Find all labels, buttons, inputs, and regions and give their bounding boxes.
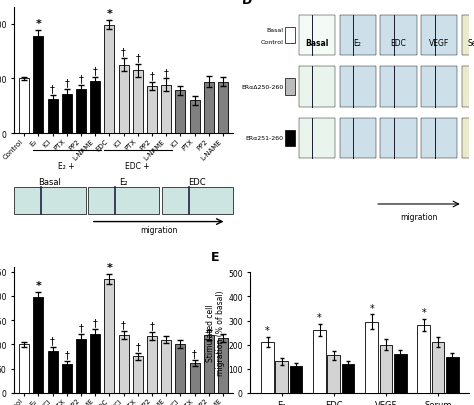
Bar: [418, 326, 430, 393]
Text: ERα251-260: ERα251-260: [246, 136, 283, 141]
Text: †: †: [64, 79, 69, 88]
Bar: [285, 130, 295, 146]
Bar: [190, 363, 200, 393]
Text: †: †: [64, 350, 69, 360]
Bar: [328, 356, 340, 393]
Text: Control: Control: [260, 40, 283, 45]
Text: *: *: [317, 312, 322, 322]
Bar: [104, 26, 114, 134]
Text: †: †: [50, 335, 55, 345]
Bar: [147, 336, 157, 393]
Bar: [285, 28, 295, 44]
Bar: [90, 334, 100, 393]
Text: †: †: [79, 74, 83, 84]
Bar: [33, 298, 43, 393]
Bar: [104, 279, 114, 393]
Text: †: †: [93, 318, 98, 328]
Bar: [175, 91, 185, 134]
Text: Basal: Basal: [305, 39, 328, 48]
Bar: [33, 36, 43, 134]
Bar: [76, 90, 86, 134]
Bar: [47, 351, 57, 393]
Bar: [380, 345, 392, 393]
Bar: [432, 342, 445, 393]
Bar: [394, 354, 407, 393]
Bar: [204, 83, 214, 134]
Bar: [62, 364, 72, 393]
Bar: [19, 345, 29, 393]
Bar: [175, 345, 185, 393]
Text: E: E: [211, 251, 219, 264]
Bar: [285, 79, 295, 95]
Text: EDC: EDC: [189, 177, 206, 186]
Text: ERαΔ250-260: ERαΔ250-260: [241, 85, 283, 90]
Text: †: †: [150, 71, 155, 81]
Text: †: †: [136, 53, 140, 63]
Text: *: *: [369, 303, 374, 313]
Text: †: †: [121, 47, 126, 57]
Text: †: †: [121, 320, 126, 330]
FancyBboxPatch shape: [162, 188, 233, 215]
Bar: [218, 338, 228, 393]
Text: Basal: Basal: [266, 28, 283, 33]
Bar: [261, 342, 274, 393]
Text: D: D: [242, 0, 252, 7]
Text: *: *: [265, 326, 270, 336]
Text: †: †: [93, 66, 98, 76]
Text: E₂ +: E₂ +: [58, 162, 75, 171]
Bar: [313, 330, 326, 393]
Bar: [218, 83, 228, 134]
FancyBboxPatch shape: [14, 188, 86, 215]
Text: †: †: [164, 68, 169, 77]
Bar: [147, 87, 157, 134]
Text: Basal: Basal: [38, 177, 62, 186]
Text: *: *: [107, 9, 112, 19]
Bar: [47, 100, 57, 134]
FancyBboxPatch shape: [88, 188, 159, 215]
Bar: [118, 66, 128, 134]
Text: migration: migration: [400, 213, 438, 222]
Text: †: †: [136, 341, 140, 351]
Bar: [133, 356, 143, 393]
Bar: [76, 339, 86, 393]
Text: *: *: [107, 262, 112, 273]
Bar: [290, 367, 302, 393]
Text: †: †: [150, 320, 155, 330]
Bar: [161, 86, 171, 134]
Bar: [446, 357, 459, 393]
Bar: [204, 335, 214, 393]
Bar: [62, 94, 72, 134]
Text: *: *: [36, 280, 41, 290]
Bar: [275, 362, 288, 393]
Text: migration: migration: [140, 226, 177, 235]
Text: E₂: E₂: [354, 39, 362, 48]
Y-axis label: Stimulated cell
migration (% of basal): Stimulated cell migration (% of basal): [206, 290, 226, 375]
Bar: [133, 71, 143, 134]
Text: VEGF: VEGF: [429, 39, 449, 48]
Bar: [342, 364, 355, 393]
Text: *: *: [36, 19, 41, 29]
Bar: [190, 101, 200, 134]
Text: †: †: [79, 322, 83, 333]
Bar: [118, 335, 128, 393]
Text: *: *: [421, 308, 426, 318]
Bar: [90, 82, 100, 134]
Text: Serum: Serum: [468, 39, 474, 48]
Text: †: †: [192, 349, 197, 358]
Text: †: †: [50, 84, 55, 94]
Text: E₂: E₂: [119, 177, 128, 186]
Text: EDC +: EDC +: [126, 162, 150, 171]
Bar: [365, 322, 378, 393]
Text: EDC: EDC: [391, 39, 406, 48]
Bar: [161, 340, 171, 393]
Bar: [19, 79, 29, 134]
